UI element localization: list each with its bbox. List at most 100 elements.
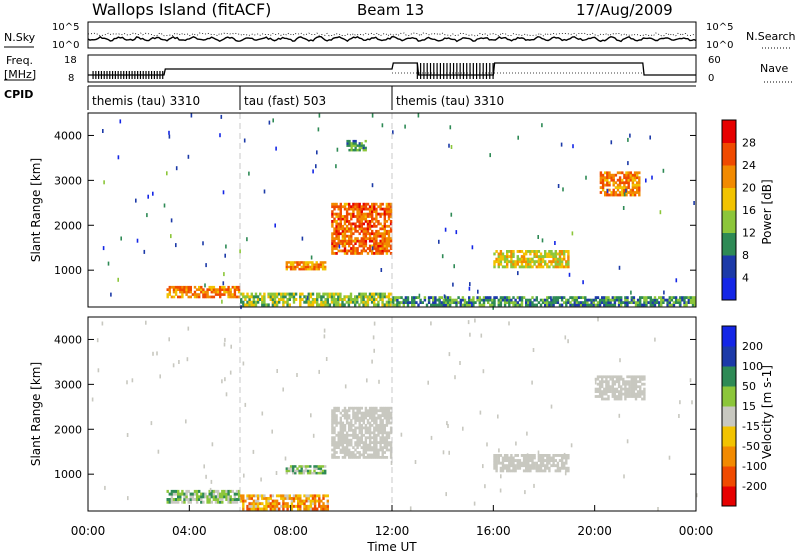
scatter-cell [183,500,186,504]
scatter-cell [604,191,607,194]
scatter-cell [324,465,327,468]
scatter-cell [377,292,380,296]
scatter-cell [362,237,365,240]
scatter-cell [565,301,568,304]
scatter-cell [364,424,368,427]
noise-cell [554,241,556,245]
scatter-cell [636,375,640,379]
scatter-cell [221,489,224,493]
scatter-cell [360,446,363,449]
scatter-cell [389,247,393,250]
scatter-cell [612,173,615,177]
scatter-cell [303,494,306,498]
scatter-cell [569,303,572,307]
scatter-cell [313,507,317,511]
scatter-cell [267,497,270,500]
scatter-cell [341,446,345,449]
scatter-cell [546,296,549,299]
scatter-cell [558,250,562,253]
scatter-cell [269,507,272,511]
scatter-cell [335,244,338,248]
scatter-cell [317,465,320,468]
noise-cell [446,421,448,426]
scatter-cell [681,298,684,302]
noise-cell [244,402,247,407]
scatter-cell [618,186,622,189]
scatter-cell [370,298,374,301]
scatter-cell [183,492,186,496]
scatter-cell [320,298,323,301]
scatter-cell [216,293,220,296]
scatter-cell [668,296,671,299]
noise-cell [97,368,100,373]
scatter-cell [174,288,178,291]
scatter-cell [527,260,530,264]
scatter-cell [552,298,555,302]
scatter-cell [319,261,323,264]
scatter-cell [375,416,378,420]
colorbar-tick-label: 4 [742,272,749,285]
nsearch-label: N.Search [746,30,796,43]
scatter-cell [311,494,315,498]
scatter-cell [317,467,320,470]
noise-cell [499,488,502,493]
scatter-cell [231,293,234,296]
scatter-cell [529,301,532,304]
scatter-cell [345,433,349,437]
scatter-cell [383,232,386,236]
colorbar-swatch [722,386,736,407]
scatter-cell [318,497,321,500]
scatter-cell [541,459,545,462]
scatter-cell [331,224,334,228]
scatter-cell [516,257,519,261]
scatter-cell [362,212,365,216]
scatter-cell [326,504,329,508]
scatter-cell [627,186,630,189]
scatter-cell [358,148,361,152]
scatter-cell [565,262,568,266]
scatter-cell [364,146,367,150]
scatter-cell [352,436,355,440]
scatter-cell [354,139,357,143]
scatter-cell [358,210,361,213]
scatter-cell [604,171,607,175]
scatter-cell [389,239,393,243]
scatter-cell [508,456,511,460]
scatter-cell [630,382,633,386]
scatter-cell [292,471,295,475]
scatter-cell [598,301,602,304]
scatter-cell [554,260,557,264]
scatter-cell [185,290,188,294]
colorbar-swatch [722,326,736,347]
scatter-cell [556,301,560,304]
scatter-cell [341,441,345,444]
scatter-cell [512,260,515,264]
scatter-cell [493,260,496,264]
scatter-cell [612,191,615,194]
scatter-cell [539,469,543,473]
scatter-cell [406,296,410,299]
scatter-cell [607,385,610,389]
scatter-cell [292,469,295,473]
scatter-cell [630,375,633,379]
scatter-cell [389,456,393,459]
scatter-cell [497,459,500,462]
scatter-cell [383,224,386,228]
scatter-cell [348,433,351,437]
scatter-cell [345,202,349,206]
scatter-cell [214,489,218,493]
scatter-cell [565,298,568,302]
scatter-cell [522,255,526,258]
scatter-cell [298,261,301,264]
scatter-cell [366,215,370,218]
scatter-cell [333,229,336,233]
scatter-cell [379,205,382,209]
scatter-cell [290,504,294,508]
colorbar-tick-label: 28 [742,137,756,150]
scatter-cell [664,298,667,302]
scatter-cell [520,461,524,465]
scatter-cell [607,296,610,299]
scatter-cell [548,303,551,307]
scatter-cell [618,191,622,194]
scatter-cell [360,433,363,437]
